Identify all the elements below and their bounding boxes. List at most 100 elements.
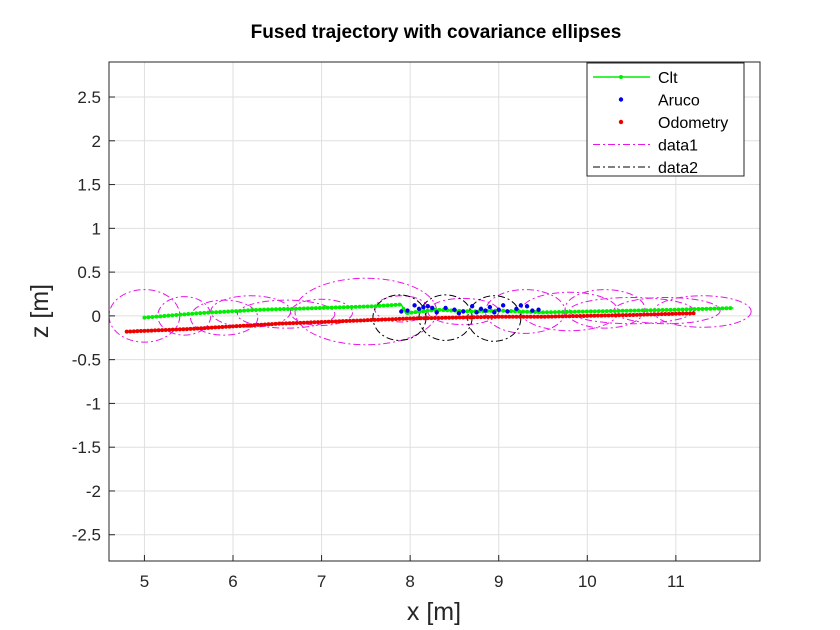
Odometry-point bbox=[461, 315, 466, 320]
Odometry-point bbox=[362, 318, 367, 323]
Odometry-point bbox=[408, 316, 413, 321]
Odometry-point bbox=[447, 315, 452, 320]
Odometry-point bbox=[316, 320, 321, 325]
Clt-point bbox=[397, 302, 402, 307]
Clt-point bbox=[501, 308, 506, 313]
Odometry-point bbox=[457, 315, 462, 320]
Odometry-point bbox=[641, 312, 646, 317]
Odometry-point bbox=[174, 327, 179, 332]
Odometry-point bbox=[595, 313, 600, 318]
Odometry-point bbox=[199, 326, 204, 331]
y-tick-label: 0.5 bbox=[77, 263, 101, 282]
Clt-point bbox=[381, 303, 386, 308]
Odometry-point bbox=[188, 326, 193, 331]
Clt-point bbox=[353, 304, 358, 309]
Aruco-point bbox=[452, 307, 457, 312]
Odometry-point bbox=[688, 311, 693, 316]
Odometry-point bbox=[486, 314, 491, 319]
Odometry-point bbox=[245, 323, 250, 328]
Odometry-point bbox=[149, 328, 154, 333]
Odometry-point bbox=[326, 319, 331, 324]
Odometry-point bbox=[659, 312, 664, 317]
Odometry-point bbox=[507, 314, 512, 319]
Odometry-point bbox=[305, 320, 310, 325]
Clt-point bbox=[465, 309, 470, 314]
Clt-point bbox=[289, 306, 294, 311]
Odometry-point bbox=[592, 313, 597, 318]
Odometry-point bbox=[482, 315, 487, 320]
y-tick-label: 2 bbox=[92, 132, 101, 151]
Clt-point bbox=[700, 306, 705, 311]
Clt-point bbox=[214, 310, 219, 315]
Clt-point bbox=[708, 306, 713, 311]
y-tick-label: 1.5 bbox=[77, 176, 101, 195]
Odometry-point bbox=[556, 314, 561, 319]
Clt-point bbox=[377, 303, 382, 308]
Odometry-point bbox=[231, 324, 235, 329]
Clt-point bbox=[325, 305, 330, 310]
Odometry-point bbox=[206, 325, 211, 330]
Odometry-point bbox=[312, 320, 317, 325]
Clt-point bbox=[238, 308, 243, 313]
Odometry-point bbox=[340, 319, 345, 324]
Clt-point bbox=[349, 305, 354, 310]
Odometry-point bbox=[220, 325, 225, 330]
Odometry-point bbox=[280, 321, 285, 326]
Odometry-point bbox=[680, 311, 685, 316]
Odometry-point bbox=[549, 314, 554, 319]
Odometry-point bbox=[464, 315, 469, 320]
Clt-point bbox=[437, 307, 442, 312]
Clt-point bbox=[337, 305, 342, 310]
legend-marker bbox=[618, 97, 624, 102]
Clt-point bbox=[146, 315, 151, 320]
x-tick-label: 8 bbox=[405, 572, 414, 591]
Clt-point bbox=[321, 305, 326, 310]
Clt-point bbox=[285, 306, 290, 311]
Odometry-point bbox=[287, 321, 292, 326]
Clt-point bbox=[728, 306, 733, 311]
x-axis-label: x [m] bbox=[407, 598, 461, 626]
Odometry-point bbox=[517, 314, 522, 319]
Odometry-point bbox=[372, 317, 377, 322]
Odometry-point bbox=[142, 328, 147, 333]
Odometry-point bbox=[656, 312, 661, 317]
Aruco-point bbox=[399, 309, 404, 314]
Clt-point bbox=[525, 309, 530, 314]
Clt-point bbox=[608, 309, 613, 314]
Clt-point bbox=[234, 309, 239, 314]
Clt-point bbox=[716, 306, 721, 311]
Clt-point bbox=[305, 306, 310, 311]
Odometry-point bbox=[443, 315, 448, 320]
Odometry-point bbox=[241, 323, 246, 328]
Clt-point bbox=[724, 306, 729, 311]
Odometry-point bbox=[365, 318, 370, 323]
Clt-point bbox=[672, 307, 677, 312]
Odometry-point bbox=[425, 316, 430, 321]
Clt-point bbox=[712, 306, 717, 311]
Clt-point bbox=[361, 304, 366, 309]
Odometry-point bbox=[234, 324, 239, 329]
Clt-point bbox=[704, 306, 709, 311]
Clt-point bbox=[568, 309, 573, 314]
Odometry-point bbox=[532, 314, 537, 319]
x-tick-label: 11 bbox=[667, 572, 685, 591]
Clt-point bbox=[632, 308, 637, 313]
data1-ellipse bbox=[613, 296, 721, 325]
Odometry-point bbox=[638, 312, 643, 317]
Odometry-point bbox=[273, 321, 278, 326]
Odometry-point bbox=[252, 323, 257, 328]
Odometry-point bbox=[567, 314, 572, 319]
legend-box bbox=[586, 62, 745, 177]
Clt-point bbox=[210, 310, 215, 315]
y-axis-label: z [m] bbox=[26, 284, 54, 338]
Odometry-point bbox=[291, 321, 296, 326]
Odometry-point bbox=[411, 316, 416, 321]
Clt-point bbox=[297, 306, 302, 311]
Clt-point bbox=[222, 309, 227, 314]
legend-label: Clt bbox=[658, 70, 678, 87]
Odometry-point bbox=[401, 316, 406, 321]
Aruco-point bbox=[505, 309, 510, 314]
data1-ellipse bbox=[564, 289, 646, 329]
Odometry-point bbox=[135, 329, 140, 334]
data1-ellipse bbox=[236, 299, 336, 329]
